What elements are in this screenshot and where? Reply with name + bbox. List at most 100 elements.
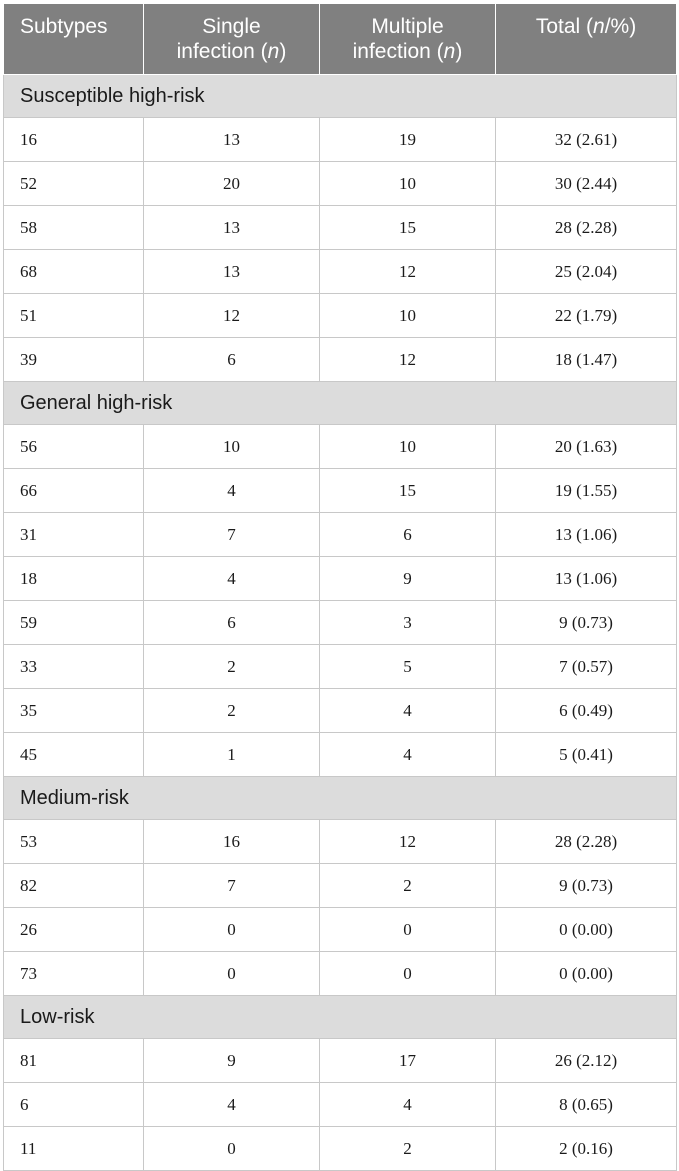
multiple-infection-cell: 17	[319, 1038, 496, 1083]
subtype-cell: 6	[3, 1082, 144, 1127]
subtype-cell: 81	[3, 1038, 144, 1083]
single-infection-cell: 2	[143, 644, 320, 689]
table-row: 26 0 0 0 (0.00)	[3, 907, 677, 952]
table-row: 31 7 6 13 (1.06)	[3, 512, 677, 557]
single-infection-cell: 0	[143, 907, 320, 952]
hpv-subtypes-table: Subtypes Single infection (n) Multiple i…	[3, 3, 677, 1171]
table-row: 73 0 0 0 (0.00)	[3, 951, 677, 996]
table-row: 33 2 5 7 (0.57)	[3, 644, 677, 689]
multiple-infection-cell: 4	[319, 732, 496, 777]
table-row: 82 7 2 9 (0.73)	[3, 863, 677, 908]
multiple-infection-cell: 12	[319, 249, 496, 294]
header-total-text: Total (	[535, 15, 593, 38]
subtype-cell: 33	[3, 644, 144, 689]
single-infection-cell: 4	[143, 556, 320, 601]
table-row: 81 9 17 26 (2.12)	[3, 1038, 677, 1083]
group-row: General high-risk	[3, 381, 677, 425]
table-row: 18 4 9 13 (1.06)	[3, 556, 677, 601]
single-infection-cell: 20	[143, 161, 320, 206]
header-single-line1: Single	[202, 15, 261, 38]
group-label: Low-risk	[3, 995, 677, 1039]
multiple-infection-cell: 4	[319, 688, 496, 733]
header-total-n: n	[593, 15, 605, 38]
table-body: Susceptible high-risk 16 13 19 32 (2.61) 52 20…	[3, 74, 677, 1171]
total-cell: 9 (0.73)	[495, 600, 677, 645]
subtype-cell: 59	[3, 600, 144, 645]
subtype-cell: 82	[3, 863, 144, 908]
multiple-infection-cell: 0	[319, 951, 496, 996]
multiple-infection-cell: 4	[319, 1082, 496, 1127]
group-row: Medium-risk	[3, 776, 677, 820]
total-cell: 26 (2.12)	[495, 1038, 677, 1083]
single-infection-cell: 13	[143, 205, 320, 250]
table-row: 68 13 12 25 (2.04)	[3, 249, 677, 294]
single-infection-cell: 6	[143, 600, 320, 645]
table-row: 16 13 19 32 (2.61)	[3, 117, 677, 162]
total-cell: 0 (0.00)	[495, 907, 677, 952]
table-row: 53 16 12 28 (2.28)	[3, 819, 677, 864]
header-subtypes: Subtypes	[3, 3, 144, 75]
table-row: 39 6 12 18 (1.47)	[3, 337, 677, 382]
subtype-cell: 52	[3, 161, 144, 206]
header-single-infection: Single infection (n)	[143, 3, 320, 75]
multiple-infection-cell: 19	[319, 117, 496, 162]
single-infection-cell: 10	[143, 424, 320, 469]
multiple-infection-cell: 15	[319, 205, 496, 250]
multiple-infection-cell: 2	[319, 863, 496, 908]
single-infection-cell: 2	[143, 688, 320, 733]
multiple-infection-cell: 15	[319, 468, 496, 513]
multiple-infection-cell: 6	[319, 512, 496, 557]
multiple-infection-cell: 10	[319, 161, 496, 206]
table-row: 59 6 3 9 (0.73)	[3, 600, 677, 645]
total-cell: 7 (0.57)	[495, 644, 677, 689]
subtype-cell: 66	[3, 468, 144, 513]
total-cell: 9 (0.73)	[495, 863, 677, 908]
header-multiple-close: )	[455, 40, 463, 63]
total-cell: 30 (2.44)	[495, 161, 677, 206]
single-infection-cell: 13	[143, 249, 320, 294]
header-single-n: n	[267, 40, 280, 63]
total-cell: 5 (0.41)	[495, 732, 677, 777]
total-cell: 28 (2.28)	[495, 819, 677, 864]
subtype-cell: 45	[3, 732, 144, 777]
total-cell: 28 (2.28)	[495, 205, 677, 250]
single-infection-cell: 16	[143, 819, 320, 864]
subtype-cell: 31	[3, 512, 144, 557]
total-cell: 18 (1.47)	[495, 337, 677, 382]
header-single-close: )	[279, 40, 287, 63]
multiple-infection-cell: 12	[319, 337, 496, 382]
single-infection-cell: 0	[143, 951, 320, 996]
table-row: 52 20 10 30 (2.44)	[3, 161, 677, 206]
total-cell: 25 (2.04)	[495, 249, 677, 294]
subtype-cell: 73	[3, 951, 144, 996]
table-row: 45 1 4 5 (0.41)	[3, 732, 677, 777]
total-cell: 8 (0.65)	[495, 1082, 677, 1127]
group-row: Low-risk	[3, 995, 677, 1039]
subtype-cell: 51	[3, 293, 144, 338]
subtype-cell: 16	[3, 117, 144, 162]
table-row: 35 2 4 6 (0.49)	[3, 688, 677, 733]
total-cell: 6 (0.49)	[495, 688, 677, 733]
header-row: Subtypes Single infection (n) Multiple i…	[3, 3, 677, 75]
table-row: 66 4 15 19 (1.55)	[3, 468, 677, 513]
header-single-line2: infection (	[176, 40, 268, 63]
multiple-infection-cell: 9	[319, 556, 496, 601]
group-row: Susceptible high-risk	[3, 74, 677, 118]
single-infection-cell: 13	[143, 117, 320, 162]
header-multiple-line1: Multiple	[371, 15, 444, 38]
header-multiple-infection: Multiple infection (n)	[319, 3, 496, 75]
table-row: 56 10 10 20 (1.63)	[3, 424, 677, 469]
group-label: Susceptible high-risk	[3, 74, 677, 118]
subtype-cell: 39	[3, 337, 144, 382]
single-infection-cell: 12	[143, 293, 320, 338]
table-row: 58 13 15 28 (2.28)	[3, 205, 677, 250]
header-total: Total (n/%)	[495, 3, 677, 75]
subtype-cell: 35	[3, 688, 144, 733]
single-infection-cell: 7	[143, 512, 320, 557]
subtype-cell: 53	[3, 819, 144, 864]
subtype-cell: 58	[3, 205, 144, 250]
single-infection-cell: 4	[143, 468, 320, 513]
single-infection-cell: 6	[143, 337, 320, 382]
header-multiple-n: n	[443, 40, 456, 63]
